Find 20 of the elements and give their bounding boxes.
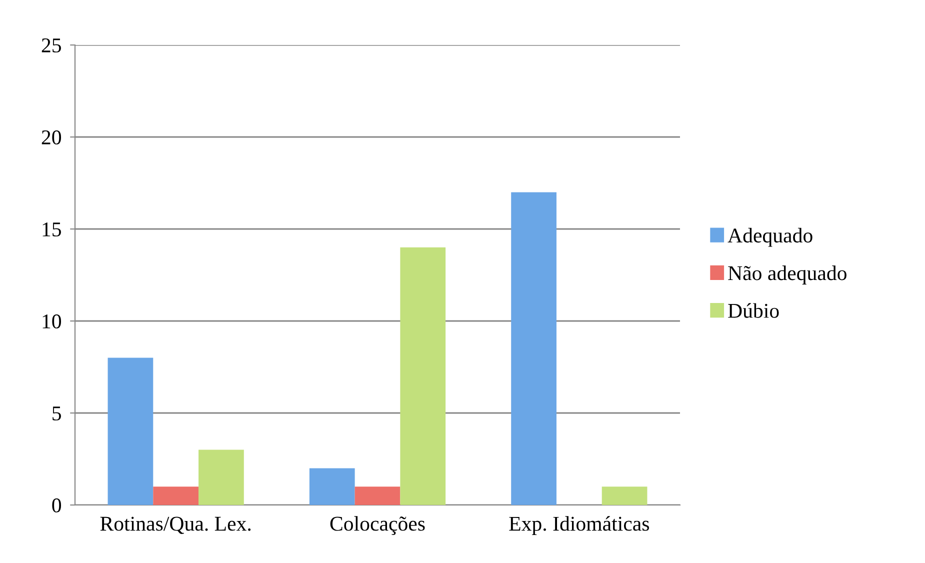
y-tick-label: 15 <box>42 222 61 236</box>
bar <box>108 358 154 505</box>
bar <box>198 450 244 505</box>
legend-label: Adequado <box>728 228 812 247</box>
y-tick-label: 10 <box>42 314 62 328</box>
bar <box>400 247 446 505</box>
y-tick-label: 20 <box>42 130 62 144</box>
y-tick-label: 0 <box>52 498 62 512</box>
legend-label: Não adequado <box>728 266 846 284</box>
legend-label: Dúbio <box>728 303 779 318</box>
bar <box>354 486 400 505</box>
bar <box>602 486 648 505</box>
y-tick-label: 25 <box>42 38 61 52</box>
bar <box>309 468 355 505</box>
x-tick-label: Rotinas/Qua. Lex. <box>100 516 251 534</box>
x-tick-label: Exp. Idiomáticas <box>509 516 649 536</box>
y-tick-label: 5 <box>52 406 61 420</box>
bar <box>511 192 556 505</box>
x-tick-label: Colocações <box>330 516 425 536</box>
bar <box>153 486 199 505</box>
